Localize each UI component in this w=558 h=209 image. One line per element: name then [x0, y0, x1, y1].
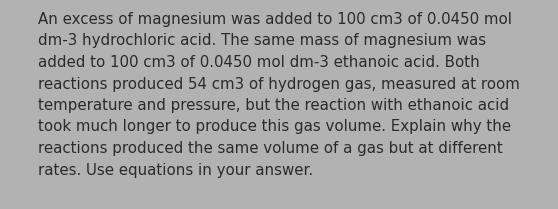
Text: added to 100 cm3 of 0.0450 mol dm-3 ethanoic acid. Both: added to 100 cm3 of 0.0450 mol dm-3 etha… [38, 55, 480, 70]
Text: took much longer to produce this gas volume. Explain why the: took much longer to produce this gas vol… [38, 120, 511, 135]
Text: temperature and pressure, but the reaction with ethanoic acid: temperature and pressure, but the reacti… [38, 98, 509, 113]
Text: An excess of magnesium was added to 100 cm3 of 0.0450 mol: An excess of magnesium was added to 100 … [38, 12, 512, 27]
Text: rates. Use equations in your answer.: rates. Use equations in your answer. [38, 163, 313, 177]
Text: reactions produced 54 cm3 of hydrogen gas, measured at room: reactions produced 54 cm3 of hydrogen ga… [38, 76, 520, 92]
Text: dm-3 hydrochloric acid. The same mass of magnesium was: dm-3 hydrochloric acid. The same mass of… [38, 33, 486, 48]
Text: reactions produced the same volume of a gas but at different: reactions produced the same volume of a … [38, 141, 503, 156]
